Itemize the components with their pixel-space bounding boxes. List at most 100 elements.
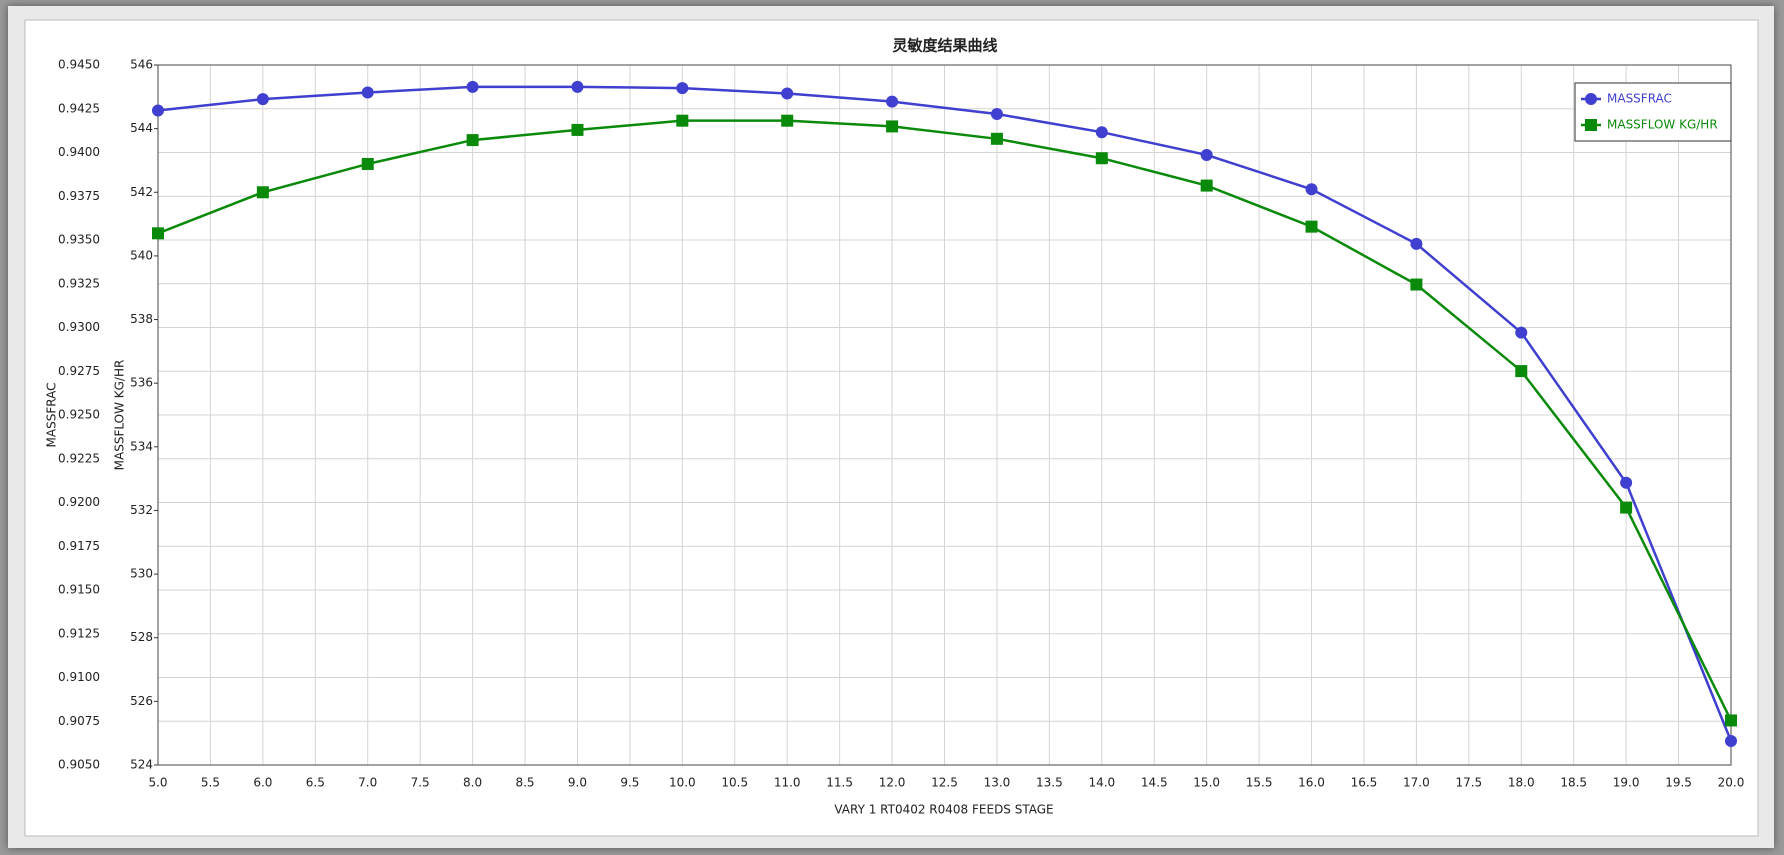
x-tick-label: 10.5 [721, 776, 748, 790]
y2-tick-label: 544 [130, 121, 153, 135]
x-tick-label: 5.0 [148, 776, 167, 790]
y2-tick-label: 534 [130, 439, 153, 453]
y-axis-label: MASSFRAC [45, 383, 59, 448]
x-tick-label: 13.5 [1036, 776, 1063, 790]
point [1305, 220, 1318, 233]
x-tick-label: 15.5 [1246, 776, 1273, 790]
point [676, 114, 689, 127]
x-tick-label: 17.5 [1455, 776, 1482, 790]
y2-tick-label: 542 [130, 185, 153, 199]
y-tick-label: 0.9125 [58, 626, 100, 640]
x-tick-label: 12.5 [931, 776, 958, 790]
point [1410, 237, 1423, 250]
y2-tick-label: 536 [130, 376, 153, 390]
x-tick-label: 14.0 [1088, 776, 1115, 790]
series-line [157, 85, 1733, 742]
x-tick-label: 6.5 [306, 776, 325, 790]
x-tick-label: 10.0 [669, 776, 696, 790]
x-tick-label: 12.0 [879, 776, 906, 790]
point [571, 123, 584, 136]
x-tick-label: 11.5 [826, 776, 853, 790]
x-tick-label: 20.0 [1718, 776, 1745, 790]
point [466, 134, 479, 147]
chart-title: 灵敏度结果曲线 [892, 37, 997, 55]
series-line [157, 119, 1733, 722]
y2-axis-label: MASSFLOW KG/HR [113, 360, 127, 471]
y-tick-label: 0.9175 [58, 539, 100, 553]
point [1095, 152, 1108, 165]
point [361, 157, 374, 170]
point [152, 104, 164, 117]
y-tick-label: 0.9050 [58, 758, 100, 772]
x-axis-label: VARY 1 RT0402 R0408 FEEDS STAGE [834, 803, 1053, 817]
point [1200, 179, 1213, 192]
x-tick-label: 7.0 [358, 776, 377, 790]
y-tick-label: 0.9250 [58, 408, 100, 422]
x-tick-label: 15.0 [1193, 776, 1220, 790]
point [781, 114, 794, 127]
x-tick-label: 6.0 [253, 776, 272, 790]
point [1620, 501, 1633, 514]
y-tick-label: 0.9150 [58, 583, 100, 597]
x-tick-label: 16.0 [1298, 776, 1325, 790]
y-tick-label: 0.9400 [58, 145, 100, 159]
x-tick-label: 18.5 [1560, 776, 1587, 790]
legend-label: MASSFLOW KG/HR [1607, 118, 1718, 132]
x-tick-label: 18.0 [1508, 776, 1535, 790]
y-tick-label: 0.9450 [58, 58, 100, 72]
y-tick-label: 0.9200 [58, 495, 100, 509]
y-tick-label: 0.9325 [58, 276, 100, 290]
x-tick-label: 9.0 [568, 776, 587, 790]
point [1620, 476, 1633, 489]
y-tick-label: 0.9300 [58, 320, 100, 334]
point [1305, 183, 1318, 196]
point [256, 186, 269, 199]
y-tick-label: 0.9425 [58, 101, 100, 115]
x-tick-label: 11.0 [774, 776, 801, 790]
y2-tick-label: 528 [130, 630, 153, 644]
point [886, 120, 899, 133]
x-tick-label: 19.0 [1613, 776, 1640, 790]
y-tick-label: 0.9275 [58, 364, 100, 378]
point [1410, 278, 1423, 291]
point [781, 87, 794, 100]
point [1095, 126, 1108, 139]
y2-tick-label: 540 [130, 248, 153, 262]
chart-panel [24, 19, 1759, 837]
y-tick-label: 0.9075 [58, 714, 100, 728]
y-tick-label: 0.9100 [58, 670, 100, 684]
point [361, 86, 374, 99]
plot-border [157, 64, 1732, 766]
point [1200, 148, 1213, 161]
legend-marker [1585, 93, 1597, 105]
point [152, 227, 164, 240]
x-tick-label: 5.5 [201, 776, 220, 790]
point [676, 82, 689, 95]
point [886, 95, 899, 108]
x-tick-label: 17.0 [1403, 776, 1430, 790]
point [990, 132, 1003, 145]
x-tick-label: 9.5 [620, 776, 639, 790]
y2-tick-label: 530 [130, 567, 153, 581]
x-tick-label: 13.0 [984, 776, 1011, 790]
point [1515, 326, 1528, 339]
y-tick-label: 0.9375 [58, 189, 100, 203]
y-tick-label: 0.9350 [58, 233, 100, 247]
legend-marker [1585, 119, 1597, 131]
point [1725, 714, 1737, 727]
legend-label: MASSFRAC [1607, 92, 1672, 106]
y2-tick-label: 524 [130, 758, 153, 772]
x-tick-label: 14.5 [1141, 776, 1168, 790]
y2-tick-label: 538 [130, 312, 153, 326]
x-tick-label: 8.5 [515, 776, 534, 790]
x-tick-label: 8.0 [463, 776, 482, 790]
y2-tick-label: 526 [130, 694, 153, 708]
point [256, 93, 269, 106]
y2-tick-label: 532 [130, 503, 153, 517]
legend-box [1574, 82, 1732, 142]
point [990, 108, 1003, 120]
x-tick-label: 7.5 [411, 776, 430, 790]
point [571, 80, 584, 93]
